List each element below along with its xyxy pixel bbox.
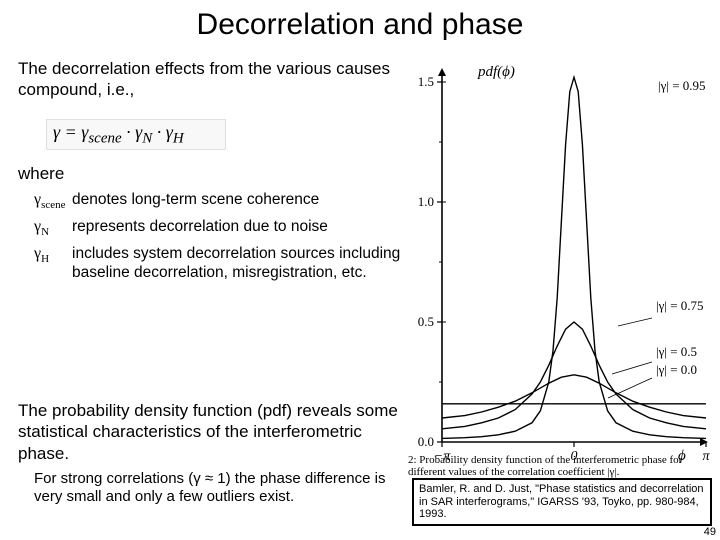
svg-text:|γ| = 0.0: |γ| = 0.0: [656, 362, 697, 377]
svg-text:1.5: 1.5: [418, 74, 434, 89]
list-item: γscene denotes long-term scene coherence: [34, 190, 408, 213]
eq-sub: H: [173, 130, 184, 146]
text: For strong correlations (γ: [34, 470, 205, 487]
eq-part: · γ: [152, 122, 173, 142]
page-title: Decorrelation and phase: [0, 0, 720, 42]
figure-caption: 2: Probability density function of the i…: [408, 454, 708, 478]
eq-sub: scene: [88, 130, 121, 146]
symbol: γscene: [34, 190, 72, 213]
list-item: γN represents decorrelation due to noise: [34, 217, 408, 240]
list-item: γH includes system decorrelation sources…: [34, 244, 408, 283]
svg-text:0.5: 0.5: [418, 314, 434, 329]
pdf-chart: 0.00.51.01.5−π0πpdf(ϕ)ϕ|γ| = 0.95|γ| = 0…: [398, 58, 714, 478]
citation-box: Bamler, R. and D. Just, "Phase statistic…: [412, 478, 712, 526]
approx-symbol: ≈: [205, 470, 213, 487]
bullet-list: γscene denotes long-term scene coherence…: [34, 190, 408, 283]
pdf-paragraph: The probability density function (pdf) r…: [18, 400, 408, 464]
eq-part: · γ: [122, 122, 143, 142]
eq-part: γ = γ: [53, 122, 88, 142]
svg-text:|γ| = 0.75: |γ| = 0.75: [656, 298, 704, 313]
svg-text:1.0: 1.0: [418, 194, 434, 209]
desc: represents decorrelation due to noise: [72, 217, 408, 240]
symbol: γH: [34, 244, 72, 283]
svg-text:pdf(ϕ): pdf(ϕ): [477, 64, 515, 80]
desc: includes system decorrelation sources in…: [72, 244, 408, 283]
desc: denotes long-term scene coherence: [72, 190, 408, 213]
intro-text: The decorrelation effects from the vario…: [18, 58, 408, 101]
svg-text:|γ| = 0.95: |γ| = 0.95: [658, 78, 706, 93]
eq-sub: N: [142, 130, 152, 146]
left-column: The decorrelation effects from the vario…: [18, 58, 408, 287]
svg-text:|γ| = 0.5: |γ| = 0.5: [656, 344, 697, 359]
strong-corr-paragraph: For strong correlations (γ ≈ 1) the phas…: [34, 470, 398, 506]
page-number: 49: [704, 526, 716, 538]
svg-text:0.0: 0.0: [418, 434, 434, 449]
symbol: γN: [34, 217, 72, 240]
where-text: where: [18, 164, 408, 184]
equation: γ = γscene · γN · γH: [46, 119, 226, 151]
